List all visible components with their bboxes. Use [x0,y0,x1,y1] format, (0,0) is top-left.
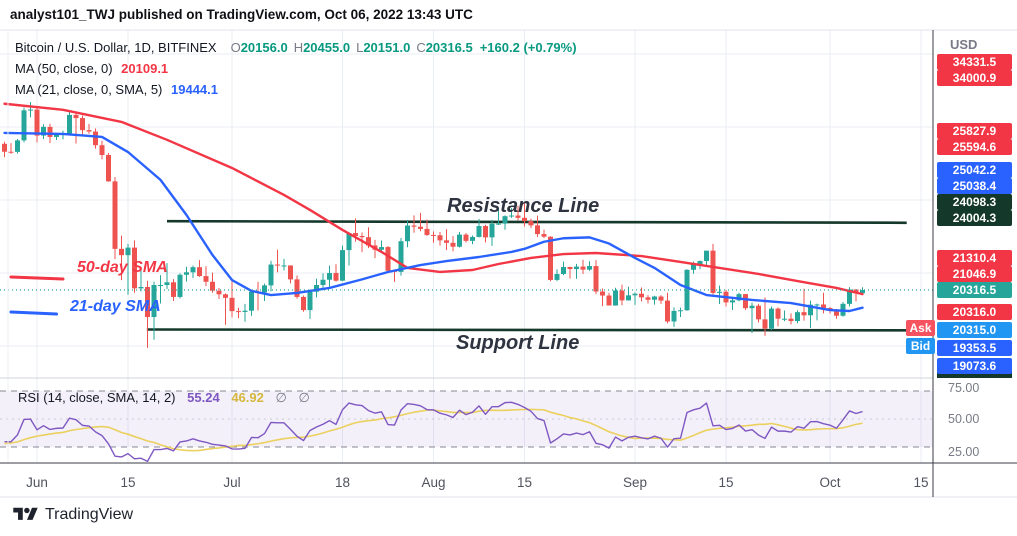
time-axis-label: Sep [622,475,648,490]
ma21-annotation[interactable]: 21-day SMA [70,298,161,315]
ma50-label: MA (50, close, 0) [15,61,113,76]
ohlc-high-key: H [293,40,304,55]
ma50-sample-segment [9,275,65,281]
price-scale-label: 34000.9 [937,70,1012,86]
time-axis-label: Oct [819,475,841,490]
ohlc-open-value: 20156.0 [240,40,288,55]
price-scale-label: 34331.5 [937,54,1012,70]
symbol-title: Bitcoin / U.S. Dollar, 1D, BITFINEX [15,40,217,55]
rsi-line [4,401,863,462]
price-scale[interactable]: USD 34331.5 34000.9 25827.9 25594.6 25042.2 2… [906,0,1017,536]
price-scale-label: 19073.6 [937,358,1012,374]
rsi-scale-tick: 50.00 [948,412,980,426]
ma21-line [3,131,864,313]
ma21-value: 19444.1 [171,82,219,97]
time-axis[interactable]: Jun 15 Jul 18 Aug 15 Sep 15 Oct 15 [0,468,933,496]
time-axis-label: 15 [516,475,533,490]
publish-header: analyst101_TWJ published on TradingView.… [10,7,473,22]
rsi-scale-tick: 25.00 [948,445,980,459]
tradingview-brand[interactable]: TradingView [13,505,133,524]
bid-badge: Bid [906,338,935,354]
ma50-line [3,102,864,296]
price-scale-label: 24004.3 [937,210,1012,226]
rsi-value: 55.24 [187,390,220,405]
candles-layer [2,102,865,348]
price-scale-label: 25042.2 [937,162,1012,178]
ask-badge: Ask [906,320,935,336]
ohlc-low-key: L [356,40,364,55]
ohlc-open-key: O [230,40,241,55]
rsi-signal-value: 46.92 [231,390,264,405]
legend-ma21-row[interactable]: MA (21, close, 0, SMA, 5) 19444.1 [15,79,577,100]
bid-price-label: 20315.0 Bid [906,322,1012,354]
ohlc-close-key: C [416,40,426,55]
rsi-empty-icon: ∅ [298,390,310,405]
rsi-empty-icon: ∅ [275,390,287,405]
time-axis-label: 15 [120,475,136,490]
ask-price-label: 20316.0 Ask [906,304,1012,336]
clipped-price-label [937,372,1012,378]
change-value: +160.2 (+0.79%) [479,40,577,55]
legend-symbol-row[interactable]: Bitcoin / U.S. Dollar, 1D, BITFINEX O2015… [15,37,577,58]
tradingview-brand-name: TradingView [45,505,134,523]
ma21-sample-segment [9,310,58,316]
support-line [146,328,933,332]
ma21-label: MA (21, close, 0, SMA, 5) [15,82,163,97]
time-axis-label: 15 [718,475,734,490]
tradingview-logo-icon [13,507,38,520]
pane-borders [0,29,1017,498]
legend-ma50-row[interactable]: MA (50, close, 0) 20109.1 [15,58,577,79]
price-scale-label: 21046.9 [937,266,1012,282]
rsi-legend-row[interactable]: RSI (14, close, SMA, 14, 2) 55.24 46.92 … [18,390,318,406]
time-axis-label: 15 [913,475,929,490]
rsi-label: RSI (14, close, SMA, 14, 2) [18,390,176,405]
resistance-line [166,219,907,225]
price-scale-label: 25038.4 [937,178,1012,194]
ohlc-low-value: 20151.0 [363,40,411,55]
price-scale-label: 25827.9 [937,123,1012,139]
price-scale-label: 19353.5 [937,340,1012,356]
time-axis-label: Jul [223,475,241,490]
time-axis-label: Aug [421,475,446,490]
symbol-legend: Bitcoin / U.S. Dollar, 1D, BITFINEX O2015… [15,37,577,100]
ma50-annotation[interactable]: 50-day SMA [77,259,168,276]
price-scale-label: 20316.5 [937,282,1012,298]
resistance-line-label[interactable]: Resistance Line [447,195,600,217]
ohlc-high-value: 20455.0 [303,40,351,55]
time-axis-label: 18 [334,475,351,490]
rsi-pane [0,390,933,462]
support-line-label[interactable]: Support Line [456,332,580,354]
ma50-value: 20109.1 [121,61,169,76]
price-scale-label: 25594.6 [937,139,1012,155]
time-axis-label: Jun [26,475,48,490]
price-scale-label: 21310.4 [937,250,1012,266]
ohlc-close-value: 20316.5 [425,40,473,55]
price-pane [0,102,933,348]
currency-label: USD [950,37,978,52]
rsi-scale-tick: 75.00 [948,381,980,395]
price-scale-label: 24098.3 [937,194,1012,210]
